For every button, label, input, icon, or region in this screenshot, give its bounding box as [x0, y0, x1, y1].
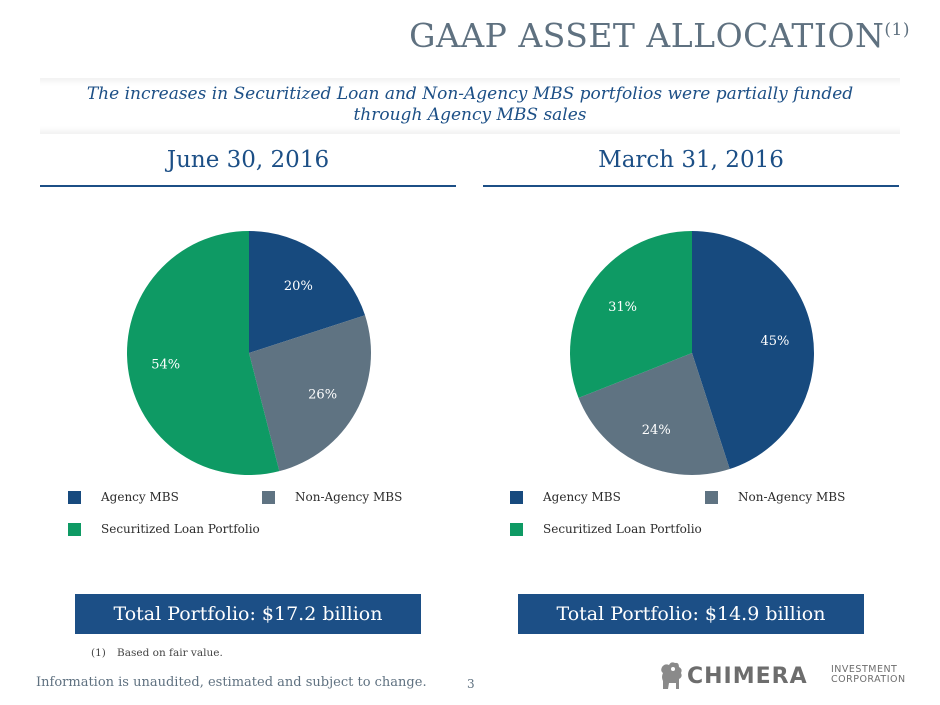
slide-subtitle: The increases in Securitized Loan and No… [40, 84, 900, 126]
divider-right [483, 185, 899, 187]
legend-swatch [510, 522, 523, 536]
legend-label: Agency MBS [101, 490, 179, 504]
legend-item-non-agency-mbs: Non-Agency MBS [262, 490, 402, 504]
subtitle-line-2: through Agency MBS sales [353, 105, 587, 125]
pie-data-label: 31% [608, 300, 637, 315]
pie-data-label: 24% [642, 423, 671, 438]
legend-label: Securitized Loan Portfolio [543, 522, 702, 536]
legend-label: Non-Agency MBS [295, 490, 403, 504]
pie-chart-june: 20% 26% 54% [126, 231, 371, 475]
pie-chart-march: 45% 24% 31% [570, 231, 814, 475]
pie-data-label: 26% [308, 387, 337, 402]
logo-subtext: INVESTMENT CORPORATION [831, 664, 906, 685]
pie-data-label: 20% [284, 279, 313, 294]
footnote: (1) Based on fair value. [91, 647, 223, 659]
pie-slice-non-agency-mbs [249, 315, 371, 472]
legend-swatch [68, 490, 81, 504]
divider-left [40, 185, 456, 187]
footnote-number: (1) [91, 647, 106, 659]
total-portfolio-march: Total Portfolio: $14.9 billion [518, 594, 864, 634]
legend-swatch [510, 490, 523, 504]
legend-label: Agency MBS [543, 490, 621, 504]
company-logo: CHIMERA INVESTMENT CORPORATION [657, 659, 912, 693]
legend-item-agency-mbs: Agency MBS [510, 490, 621, 504]
legend-swatch [705, 490, 718, 504]
total-portfolio-june: Total Portfolio: $17.2 billion [75, 594, 421, 634]
chart-title-june: June 30, 2016 [166, 147, 330, 173]
legend-item-securitized-loan: Securitized Loan Portfolio [510, 522, 702, 536]
subtitle-band [40, 78, 900, 134]
chart-title-march: March 31, 2016 [598, 147, 784, 173]
logo-brand: CHIMERA [687, 664, 808, 689]
pie-slice-securitized-loan [126, 231, 280, 475]
pie-slice-non-agency-mbs [578, 353, 730, 475]
legend-swatch [262, 490, 275, 504]
disclaimer: Information is unaudited, estimated and … [36, 675, 427, 690]
pie-data-label: 54% [151, 358, 180, 373]
legend-item-securitized-loan: Securitized Loan Portfolio [68, 522, 260, 536]
subtitle-line-1: The increases in Securitized Loan and No… [86, 84, 854, 104]
footnote-text: Based on fair value. [117, 647, 223, 659]
title-footnote-marker: (1) [884, 20, 910, 40]
slide-title: GAAP ASSET ALLOCATION(1) [409, 16, 910, 55]
page-number: 3 [467, 677, 475, 691]
legend-label: Non-Agency MBS [738, 490, 846, 504]
pie-slice-securitized-loan [570, 231, 692, 398]
legend-item-non-agency-mbs: Non-Agency MBS [705, 490, 845, 504]
pie-slice-agency-mbs [249, 231, 366, 353]
chimera-lion-icon [661, 662, 682, 689]
legend-label: Securitized Loan Portfolio [101, 522, 260, 536]
legend-swatch [68, 522, 81, 536]
pie-slice-agency-mbs [692, 231, 814, 470]
legend-item-agency-mbs: Agency MBS [68, 490, 179, 504]
pie-data-label: 45% [761, 334, 790, 349]
